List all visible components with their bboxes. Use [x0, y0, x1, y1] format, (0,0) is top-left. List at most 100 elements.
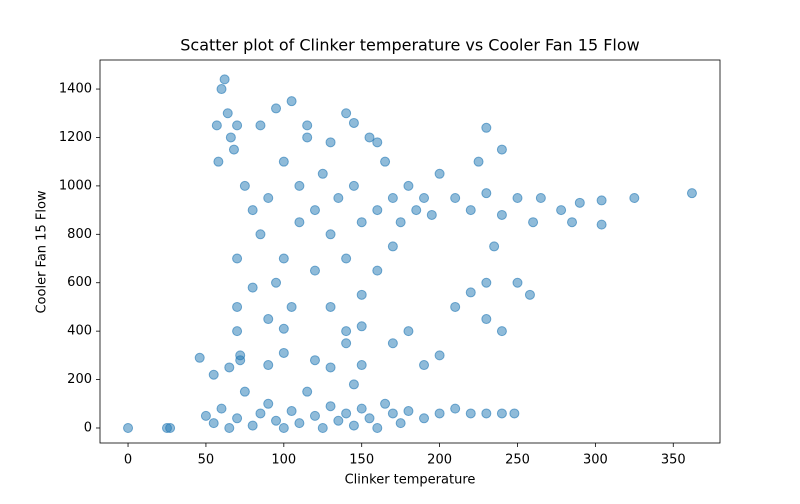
point: [232, 301, 243, 312]
point: [481, 188, 492, 199]
point: [450, 192, 461, 203]
point: [686, 188, 697, 199]
chart-title: Scatter plot of Clinker temperature vs C…: [180, 36, 639, 55]
point: [325, 137, 336, 148]
point: [278, 323, 289, 334]
point: [387, 241, 398, 252]
point: [208, 418, 219, 429]
point: [403, 180, 414, 191]
point: [278, 253, 289, 264]
point: [271, 277, 282, 288]
point: [271, 103, 282, 114]
point: [496, 209, 507, 220]
x-tick-label: 200: [427, 453, 452, 468]
point: [247, 282, 258, 293]
point: [235, 350, 246, 361]
point: [224, 362, 235, 373]
point: [434, 168, 445, 179]
point: [496, 326, 507, 337]
point: [450, 403, 461, 414]
point: [419, 413, 430, 424]
point: [465, 408, 476, 419]
point: [556, 205, 567, 216]
y-axis-label: Cooler Fan 15 Flow: [35, 190, 50, 313]
point: [247, 205, 258, 216]
point: [348, 180, 359, 191]
point: [372, 137, 383, 148]
point: [481, 314, 492, 325]
point: [302, 386, 313, 397]
point: [224, 422, 235, 433]
point: [535, 192, 546, 203]
point: [387, 338, 398, 349]
x-axis-label: Clinker temperature: [345, 473, 476, 488]
point: [302, 132, 313, 143]
point: [434, 350, 445, 361]
point: [341, 338, 352, 349]
point: [239, 180, 250, 191]
point: [348, 379, 359, 390]
point: [372, 422, 383, 433]
point: [496, 408, 507, 419]
point: [211, 120, 222, 131]
point: [426, 209, 437, 220]
points: [123, 74, 697, 433]
y-tick-label: 1400: [59, 82, 92, 97]
point: [341, 408, 352, 419]
point: [387, 192, 398, 203]
point: [232, 120, 243, 131]
point: [263, 398, 274, 409]
point: [364, 413, 375, 424]
point: [629, 192, 640, 203]
point: [309, 410, 320, 421]
point: [302, 120, 313, 131]
point: [380, 156, 391, 167]
point: [208, 369, 219, 380]
point: [465, 287, 476, 298]
point: [473, 156, 484, 167]
point: [194, 352, 205, 363]
point: [239, 386, 250, 397]
point: [232, 253, 243, 264]
x-tick-label: 100: [271, 453, 296, 468]
point: [325, 401, 336, 412]
point: [528, 217, 539, 228]
point: [512, 277, 523, 288]
point: [294, 217, 305, 228]
point: [380, 398, 391, 409]
y-tick-label: 200: [67, 372, 92, 387]
point: [434, 408, 445, 419]
point: [325, 301, 336, 312]
point: [567, 217, 578, 228]
point: [225, 132, 236, 143]
point: [403, 406, 414, 417]
point: [263, 314, 274, 325]
point: [123, 422, 134, 433]
point: [165, 422, 176, 433]
point: [596, 195, 607, 206]
point: [325, 229, 336, 240]
point: [574, 197, 585, 208]
point: [325, 362, 336, 373]
point: [309, 355, 320, 366]
point: [247, 420, 258, 431]
x-tick-label: 0: [124, 453, 132, 468]
point: [512, 192, 523, 203]
point: [465, 205, 476, 216]
point: [356, 321, 367, 332]
point: [271, 415, 282, 426]
point: [286, 96, 297, 107]
point: [213, 156, 224, 167]
point: [403, 326, 414, 337]
x-tick-label: 250: [505, 453, 530, 468]
point: [481, 122, 492, 133]
point: [524, 289, 535, 300]
point: [255, 120, 266, 131]
point: [481, 277, 492, 288]
point: [372, 265, 383, 276]
point: [263, 360, 274, 371]
point: [294, 180, 305, 191]
point: [419, 192, 430, 203]
x-tick-label: 150: [349, 453, 374, 468]
